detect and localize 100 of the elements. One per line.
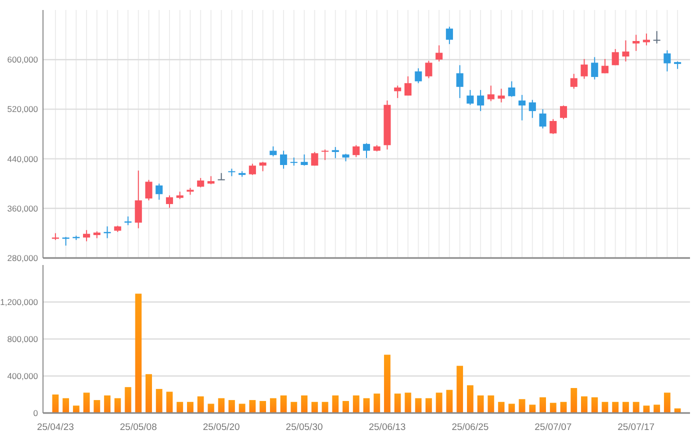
- bar: [332, 395, 339, 413]
- bar: [218, 398, 225, 413]
- bar: [260, 400, 266, 413]
- bar: [104, 395, 110, 413]
- candlestick: [612, 48, 619, 66]
- candlestick: [477, 89, 484, 112]
- candlestick: [414, 68, 422, 84]
- bar: [384, 354, 390, 413]
- candlestick: [550, 118, 557, 134]
- bar: [581, 396, 588, 413]
- bar: [228, 400, 235, 413]
- x-tick-label: 25/05/30: [286, 422, 323, 433]
- candlestick: [322, 149, 329, 161]
- bar: [197, 396, 204, 413]
- x-tick-label: 25/06/13: [368, 422, 406, 433]
- candlestick: [518, 94, 526, 121]
- candlestick: [197, 178, 204, 188]
- y-tick-label: 280,000: [7, 252, 38, 263]
- candlestick: [466, 89, 474, 106]
- bar: [622, 402, 629, 413]
- bar: [187, 402, 194, 413]
- bar: [363, 398, 370, 413]
- bar: [374, 394, 380, 413]
- candlestick: [539, 108, 546, 129]
- candlestick: [653, 30, 660, 44]
- bar: [301, 395, 308, 413]
- bar: [612, 402, 619, 413]
- bar: [342, 400, 349, 413]
- bar: [238, 404, 246, 413]
- candlestick: [632, 34, 640, 52]
- bar: [570, 388, 578, 413]
- bar: [488, 395, 494, 413]
- x-tick-label: 25/05/20: [202, 422, 240, 433]
- candlestick: [145, 179, 152, 201]
- candlestick: [487, 85, 494, 102]
- candlestick: [394, 85, 402, 99]
- candlestick: [280, 150, 288, 170]
- bar: [591, 397, 598, 413]
- bar: [249, 400, 256, 413]
- y-tick-label: 400,000: [7, 370, 38, 381]
- bar: [415, 398, 422, 413]
- y-tick-label: 360,000: [7, 203, 38, 214]
- candlestick: [404, 76, 412, 96]
- candlestick: [259, 161, 266, 172]
- candlestick: [300, 154, 308, 166]
- y-tick-label: 1,200,000: [0, 296, 38, 307]
- bar: [664, 392, 670, 413]
- bar: [643, 406, 650, 413]
- y-tick-label: 520,000: [7, 104, 38, 114]
- bar: [94, 400, 100, 413]
- bar: [654, 404, 660, 413]
- x-tick-label: 25/07/07: [534, 422, 572, 433]
- candlestick: [570, 73, 578, 90]
- bar: [498, 402, 505, 413]
- candlestick: [591, 56, 598, 80]
- bar: [52, 394, 59, 413]
- y-tick-label: 440,000: [7, 154, 38, 164]
- candlestick: [83, 230, 90, 242]
- bar: [156, 388, 162, 413]
- bar: [83, 392, 90, 413]
- bar: [352, 395, 360, 413]
- bar: [114, 398, 121, 413]
- bar: [290, 402, 298, 413]
- bar: [146, 374, 152, 413]
- candlestick: [134, 170, 142, 229]
- bar: [404, 392, 412, 413]
- candlestick: [332, 146, 339, 159]
- candlestick: [498, 88, 505, 103]
- x-tick-label: 25/04/23: [36, 422, 74, 433]
- bar: [62, 398, 70, 413]
- bar: [176, 402, 184, 413]
- bar: [311, 402, 318, 413]
- bar: [518, 399, 526, 413]
- bar: [529, 404, 536, 413]
- bar: [540, 397, 546, 413]
- y-tick-label: 600,000: [7, 54, 38, 65]
- y-tick-label: 0: [33, 408, 38, 418]
- candlestick: [580, 58, 588, 80]
- candlestick: [218, 172, 225, 180]
- candlestick: [352, 144, 360, 158]
- candlestick: [156, 183, 163, 200]
- candlestick: [560, 104, 568, 120]
- candlestick: [270, 146, 277, 157]
- bar: [72, 406, 80, 413]
- candlestick: [425, 60, 432, 79]
- candlestick: [528, 99, 536, 118]
- candlestick: [311, 151, 318, 166]
- bar: [270, 398, 276, 413]
- candlestick: [622, 40, 630, 62]
- bar: [135, 294, 142, 413]
- x-tick-label: 25/05/08: [120, 422, 157, 433]
- candlestick: [248, 163, 256, 176]
- bar: [508, 404, 515, 413]
- candlestick: [362, 142, 370, 159]
- bar: [466, 385, 474, 413]
- candlestick: [446, 26, 453, 45]
- bar: [477, 395, 484, 413]
- candlestick: [664, 50, 671, 72]
- bar: [280, 395, 287, 413]
- candlestick: [456, 64, 464, 99]
